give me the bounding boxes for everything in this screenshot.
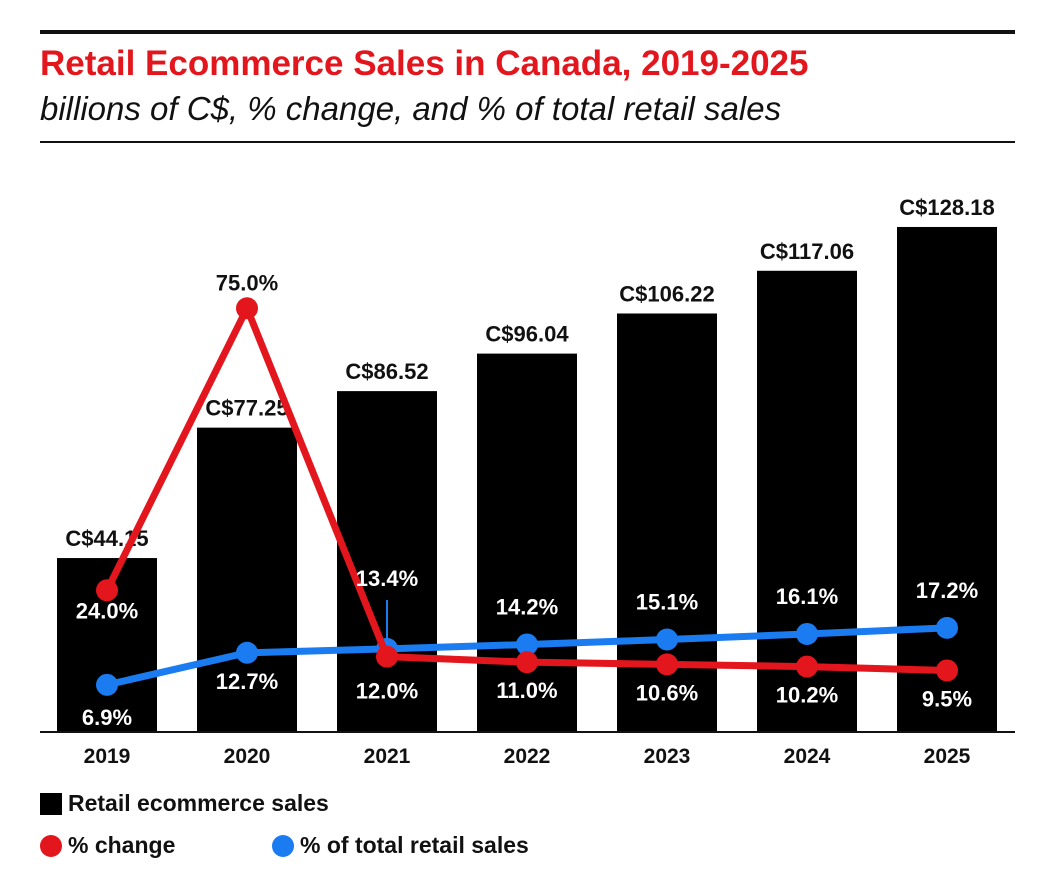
bar-2021 bbox=[337, 391, 437, 732]
label-change-2019: 24.0% bbox=[76, 598, 138, 623]
bar-label-2021: C$86.52 bbox=[345, 359, 428, 384]
label-change-2025: 9.5% bbox=[922, 686, 972, 711]
point-share-2022 bbox=[516, 633, 538, 656]
label-change-2024: 10.2% bbox=[776, 683, 838, 708]
x-tick-2025: 2025 bbox=[924, 745, 971, 768]
bar-label-2024: C$117.06 bbox=[760, 239, 854, 264]
chart-subtitle: billions of C$, % change, and % of total… bbox=[40, 90, 782, 127]
x-tick-2022: 2022 bbox=[504, 745, 551, 768]
legend-swatch-sales bbox=[40, 792, 62, 815]
legend-item-change: % change bbox=[40, 832, 175, 859]
label-share-2022: 14.2% bbox=[496, 594, 558, 619]
title-rule bbox=[40, 141, 1015, 143]
legend-swatch-share bbox=[272, 834, 294, 857]
point-change-2023 bbox=[656, 653, 678, 676]
bar-label-2025: C$128.18 bbox=[899, 195, 994, 220]
label-share-2023: 15.1% bbox=[636, 589, 698, 614]
legend-item-share: % of total retail sales bbox=[272, 832, 529, 859]
x-tick-2019: 2019 bbox=[84, 745, 131, 768]
chart-title: Retail Ecommerce Sales in Canada, 2019-2… bbox=[40, 44, 809, 83]
legend-label-share: % of total retail sales bbox=[300, 832, 529, 858]
point-share-2024 bbox=[796, 622, 818, 645]
bar-label-2023: C$106.22 bbox=[619, 281, 714, 306]
label-change-2023: 10.6% bbox=[636, 680, 698, 705]
point-share-2025 bbox=[936, 616, 958, 639]
point-change-2019 bbox=[96, 579, 118, 602]
legend-label-sales: Retail ecommerce sales bbox=[68, 790, 329, 816]
point-share-2023 bbox=[656, 628, 678, 651]
point-share-2020 bbox=[236, 641, 258, 664]
label-change-2020: 75.0% bbox=[216, 270, 278, 295]
point-change-2022 bbox=[516, 651, 538, 674]
label-share-2021: 13.4% bbox=[356, 566, 418, 591]
bar-label-2022: C$96.04 bbox=[485, 322, 569, 347]
bar-2024 bbox=[757, 270, 857, 732]
bar-2025 bbox=[897, 226, 997, 732]
label-change-2022: 11.0% bbox=[496, 678, 557, 703]
point-change-2021 bbox=[376, 645, 398, 668]
top-rule bbox=[40, 30, 1015, 34]
point-share-2019 bbox=[96, 673, 118, 696]
label-share-2020: 12.7% bbox=[216, 669, 278, 694]
label-share-2019: 6.9% bbox=[82, 705, 132, 730]
x-tick-2020: 2020 bbox=[224, 745, 271, 768]
bar-label-2020: C$77.25 bbox=[205, 396, 288, 421]
legend-swatch-change bbox=[40, 834, 62, 857]
legend-label-change: % change bbox=[68, 832, 176, 858]
bar-2020 bbox=[197, 427, 297, 732]
label-share-2025: 17.2% bbox=[916, 578, 978, 603]
label-change-2021: 12.0% bbox=[356, 679, 418, 704]
point-change-2025 bbox=[936, 659, 958, 682]
x-tick-2021: 2021 bbox=[364, 745, 411, 768]
bar-2022 bbox=[477, 353, 577, 732]
point-change-2024 bbox=[796, 655, 818, 678]
x-tick-2024: 2024 bbox=[784, 745, 831, 768]
legend-item-sales: Retail ecommerce sales bbox=[40, 790, 329, 817]
x-tick-2023: 2023 bbox=[644, 745, 691, 768]
point-change-2020 bbox=[236, 297, 258, 320]
label-share-2024: 16.1% bbox=[776, 584, 838, 609]
